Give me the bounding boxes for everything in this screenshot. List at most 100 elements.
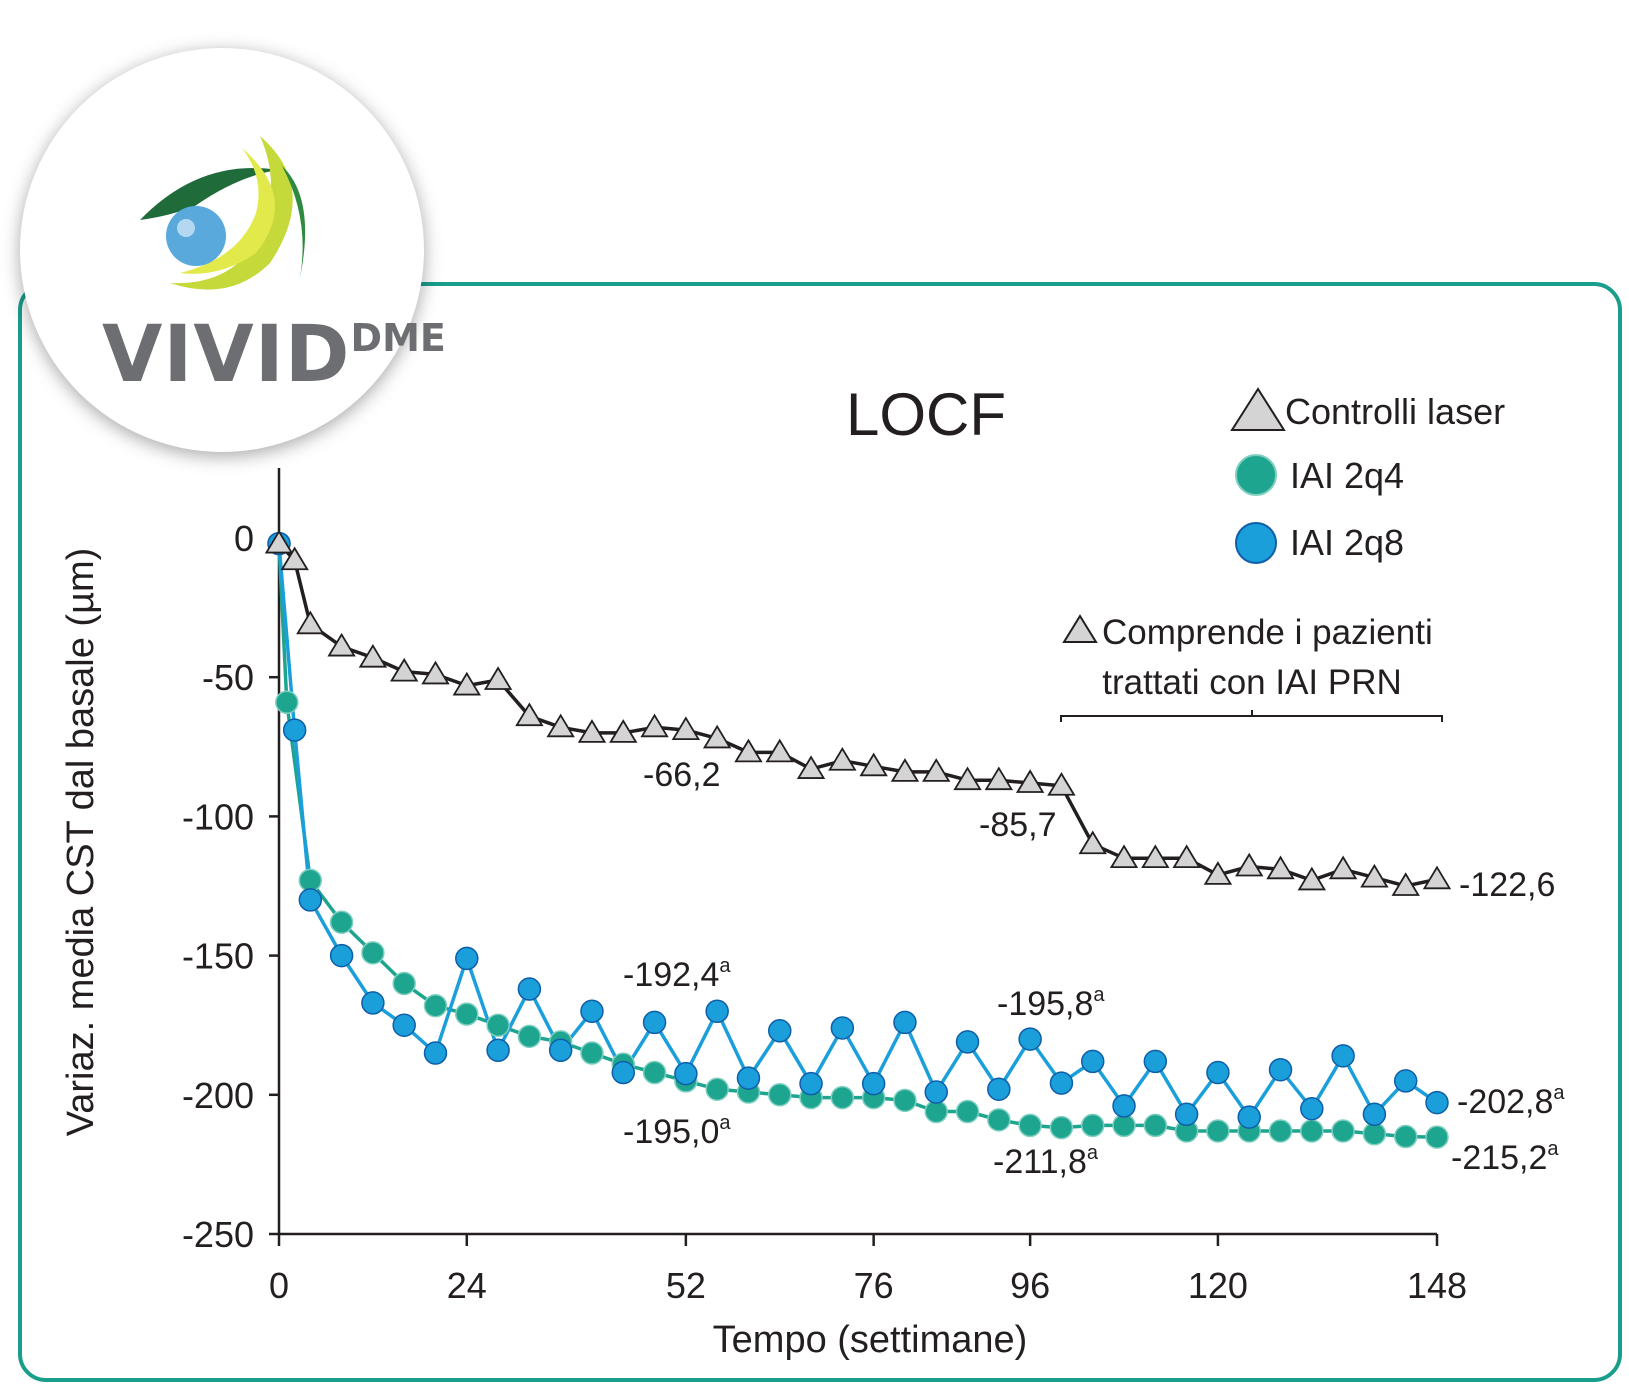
axes (277, 468, 1437, 1236)
annotation-2q4-52: -195,0a (623, 1112, 731, 1151)
annotation-2q8-148: -202,8a (1457, 1082, 1565, 1121)
legend-marker-2q8 (1235, 522, 1277, 564)
data-point-series-0 (640, 713, 669, 738)
data-point-series-0 (1203, 861, 1233, 885)
x-tick-label: 120 (1188, 1265, 1248, 1306)
data-point-series-2 (987, 1077, 1011, 1101)
annotation-2q8-52: -192,4a (623, 955, 731, 994)
data-point-series-0 (734, 738, 763, 763)
legend-label-iai-2q8: IAI 2q8 (1290, 522, 1404, 563)
data-point-series-0 (953, 766, 982, 791)
data-point-series-0 (1109, 844, 1139, 869)
data-point-series-1 (423, 993, 448, 1018)
annotation-2q8-100: -195,8a (997, 984, 1105, 1023)
data-point-series-2 (1300, 1096, 1324, 1121)
legend: Controlli laser IAI 2q4 IAI 2q8 (1230, 387, 1505, 564)
data-point-series-0 (327, 632, 356, 657)
data-point-series-2 (893, 1010, 917, 1035)
data-point-series-2 (1049, 1071, 1074, 1095)
data-point-series-1 (1206, 1119, 1230, 1143)
data-point-series-0 (389, 657, 419, 682)
data-point-series-0 (1235, 852, 1264, 877)
data-point-series-1 (642, 1060, 667, 1085)
data-point-series-0 (1297, 866, 1327, 891)
data-point-series-2 (924, 1080, 948, 1104)
series-markers (264, 529, 1452, 1149)
data-point-series-1 (955, 1099, 980, 1124)
data-point-series-0 (828, 746, 857, 771)
x-tick-label: 76 (854, 1265, 894, 1306)
note-line-1: Comprende i pazienti (1102, 613, 1433, 652)
annotation-laser-52: -66,2 (643, 756, 721, 794)
data-point-series-0 (702, 724, 732, 749)
data-point-series-2 (282, 718, 307, 742)
note-bracket (1060, 710, 1443, 722)
data-point-series-1 (1080, 1113, 1105, 1138)
y-tick-label: -150 (182, 936, 254, 977)
chart-title: LOCF (846, 381, 1006, 448)
data-point-series-0 (296, 610, 325, 635)
data-point-series-1 (830, 1085, 855, 1110)
data-point-series-0 (1047, 772, 1076, 796)
data-point-series-2 (1331, 1044, 1355, 1068)
data-point-series-2 (861, 1071, 886, 1096)
eye-icon (140, 136, 306, 290)
y-axis-label: Variaz. media CST dal basale (µm) (60, 548, 102, 1137)
data-point-series-0 (546, 713, 575, 738)
data-point-series-1 (1331, 1119, 1355, 1143)
data-point-series-2 (611, 1060, 636, 1085)
data-point-series-2 (548, 1038, 573, 1063)
data-point-series-0 (515, 702, 544, 727)
note-triangle-marker (1062, 614, 1098, 643)
data-point-series-1 (1362, 1122, 1387, 1146)
data-point-series-2 (329, 943, 354, 968)
ticks: 0 -50 -100 -150 -200 -250 0 24 52 76 96 120 148 (182, 518, 1467, 1306)
x-axis-label: Tempo (settimane) (713, 1319, 1028, 1361)
y-tick-label: -250 (182, 1214, 254, 1255)
data-point-series-1 (705, 1077, 729, 1101)
y-tick-label: 0 (234, 518, 254, 559)
annotation-laser-100: -85,7 (979, 806, 1057, 844)
data-point-series-1 (455, 1002, 479, 1026)
x-tick-label: 52 (666, 1265, 706, 1306)
data-point-series-0 (1391, 872, 1420, 896)
data-point-series-0 (1360, 863, 1389, 888)
legend-label-controlli-laser: Controlli laser (1285, 391, 1505, 432)
data-point-series-2 (1112, 1094, 1136, 1118)
data-point-series-0 (264, 529, 294, 554)
data-point-series-2 (1174, 1102, 1199, 1127)
legend-marker-2q4 (1235, 454, 1277, 496)
series-line-0 (277, 542, 1438, 888)
data-point-series-0 (1328, 855, 1358, 880)
data-point-series-1 (893, 1088, 917, 1113)
data-point-series-1 (361, 941, 385, 965)
data-point-series-0 (671, 716, 701, 740)
y-tick-label: -50 (202, 657, 254, 698)
data-point-series-2 (642, 1010, 667, 1035)
data-point-series-2 (799, 1071, 823, 1096)
data-point-series-0 (1078, 830, 1107, 855)
y-tick-label: -200 (182, 1075, 254, 1116)
data-point-series-0 (922, 758, 951, 782)
data-point-series-1 (1393, 1124, 1418, 1149)
annotation-2q4-100: -211,8a (993, 1142, 1099, 1181)
data-point-series-0 (859, 752, 888, 777)
data-point-series-2 (1080, 1049, 1105, 1074)
data-point-series-2 (1143, 1049, 1168, 1074)
data-point-series-2 (1362, 1102, 1387, 1127)
data-point-series-2 (1425, 1090, 1449, 1115)
data-point-series-2 (1018, 1027, 1042, 1051)
data-point-series-1 (1268, 1119, 1293, 1143)
x-tick-label: 96 (1010, 1265, 1050, 1306)
legend-triangle-marker (1230, 387, 1286, 431)
data-point-series-2 (674, 1061, 698, 1086)
data-point-series-0 (358, 643, 388, 668)
data-point-series-1 (517, 1024, 542, 1049)
data-point-series-1 (275, 690, 299, 715)
data-point-series-2 (955, 1030, 980, 1054)
data-point-series-0 (609, 719, 638, 743)
data-point-series-0 (577, 719, 607, 743)
data-point-series-0 (421, 660, 450, 685)
annotation-2q4-148: -215,2a (1451, 1138, 1559, 1177)
